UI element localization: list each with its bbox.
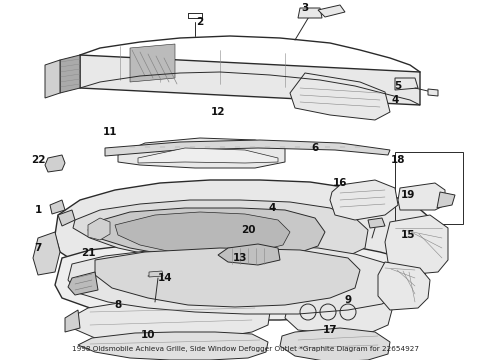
Polygon shape [130,44,175,82]
Polygon shape [428,89,438,96]
Polygon shape [95,248,360,307]
Polygon shape [280,328,390,360]
Text: 15: 15 [401,230,415,240]
Text: 13: 13 [233,253,247,263]
Text: 5: 5 [394,81,402,91]
Polygon shape [437,192,455,208]
Text: 2: 2 [196,17,204,27]
Polygon shape [33,232,60,275]
Text: 12: 12 [211,107,225,117]
Polygon shape [285,292,392,334]
Text: 1: 1 [34,205,42,215]
Polygon shape [68,245,400,314]
Text: 18: 18 [391,155,405,165]
Text: 4: 4 [392,95,399,105]
Polygon shape [45,155,65,172]
Polygon shape [290,73,390,120]
Polygon shape [298,8,322,18]
Polygon shape [65,310,80,332]
Text: 3: 3 [301,3,309,13]
Polygon shape [318,5,345,17]
Polygon shape [368,218,385,228]
Polygon shape [88,218,110,240]
Polygon shape [115,212,290,254]
Polygon shape [105,140,390,156]
Text: 10: 10 [141,330,155,340]
Text: 9: 9 [344,295,351,305]
Polygon shape [218,244,280,265]
Polygon shape [398,183,445,210]
Polygon shape [378,262,430,310]
Text: 14: 14 [158,273,172,283]
Polygon shape [70,298,270,342]
Polygon shape [138,148,278,163]
Text: 22: 22 [31,155,45,165]
Text: 6: 6 [311,143,318,153]
Polygon shape [68,272,98,295]
Polygon shape [330,180,398,220]
Text: 4: 4 [269,203,276,213]
Polygon shape [73,200,368,262]
Polygon shape [80,55,420,105]
Text: 11: 11 [103,127,117,137]
Text: 19: 19 [401,190,415,200]
Text: 1998 Oldsmobile Achieva Grille, Side Window Defogger Outlet *Graphite Diagram fo: 1998 Oldsmobile Achieva Grille, Side Win… [72,346,418,352]
Polygon shape [118,138,285,168]
Polygon shape [55,238,425,320]
Polygon shape [50,200,65,214]
Polygon shape [395,78,418,90]
Text: 16: 16 [333,178,347,188]
Polygon shape [149,271,163,277]
Polygon shape [78,332,268,360]
Text: 17: 17 [323,325,337,335]
Polygon shape [58,210,75,226]
Text: 7: 7 [34,243,42,253]
Bar [395,152,463,224]
Text: 8: 8 [114,300,122,310]
Polygon shape [55,180,430,278]
Text: 21: 21 [81,248,95,258]
Polygon shape [88,208,325,258]
Polygon shape [45,60,60,98]
Polygon shape [385,215,448,275]
Text: 20: 20 [241,225,255,235]
Polygon shape [60,55,80,93]
